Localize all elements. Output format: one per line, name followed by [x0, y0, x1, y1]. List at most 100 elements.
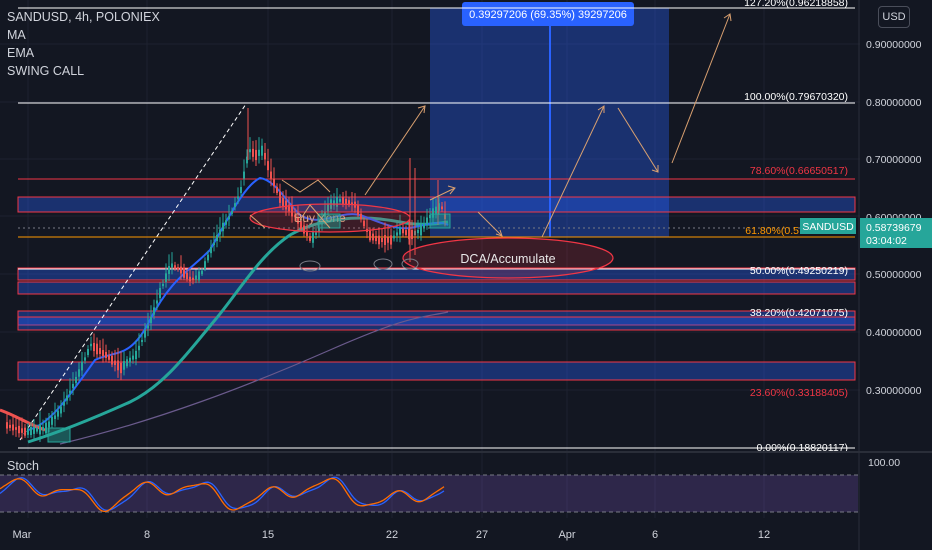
candle-body: [147, 325, 149, 329]
candle-body: [441, 206, 443, 210]
candle-body: [369, 230, 371, 241]
candle-body: [420, 224, 422, 236]
candle-body: [138, 345, 140, 351]
price-tick: 0.40000000: [866, 327, 922, 339]
candle-body: [156, 300, 158, 304]
candle-body: [405, 230, 407, 235]
candle-body: [300, 221, 302, 229]
candle-body: [408, 228, 410, 240]
symbol-title[interactable]: SANDUSD, 4h, POLONIEX: [7, 10, 160, 24]
candle-body: [438, 203, 440, 211]
candle-body: [105, 351, 107, 359]
candle-body: [111, 355, 113, 365]
candle-body: [237, 196, 239, 199]
candle-body: [21, 428, 23, 433]
time-tick: Apr: [558, 529, 575, 541]
candle-body: [384, 235, 386, 245]
time-tick: 27: [476, 529, 488, 541]
candle-body: [123, 361, 125, 370]
candle-body: [180, 266, 182, 274]
candle-body: [117, 360, 119, 371]
candle-body: [63, 402, 65, 406]
support-zones: [17, 196, 856, 381]
candle-body: [96, 343, 98, 355]
candle-body: [153, 307, 155, 315]
candle-body: [423, 222, 425, 229]
candle-body: [69, 390, 71, 394]
candle-body: [228, 216, 230, 220]
swing-call-boxes: [47, 213, 451, 443]
candle-body: [393, 235, 395, 239]
candle-body: [192, 277, 194, 281]
candle-body: [312, 232, 314, 243]
candle-body: [171, 263, 173, 268]
fib-label-127: 127.20%(0.96218858): [744, 0, 848, 9]
candle-body: [219, 229, 221, 235]
trend-line: [19, 103, 247, 441]
candle-body: [336, 196, 338, 207]
candle-body: [390, 235, 392, 245]
dca-ellipse[interactable]: [402, 237, 614, 279]
price-tick: 0.80000000: [866, 97, 922, 109]
candle-body: [240, 187, 242, 193]
candle-body: [45, 422, 47, 434]
candle-body: [309, 236, 311, 241]
candle-body: [303, 225, 305, 234]
indicator-ema[interactable]: EMA: [7, 46, 35, 60]
candle-body: [51, 416, 53, 425]
candle-body: [432, 208, 434, 218]
measure-label: 0.39297206 (69.35%) 39297206: [469, 9, 627, 21]
candle-body: [159, 287, 161, 299]
countdown: 03:04:02: [866, 235, 907, 247]
time-axis[interactable]: Mar 8 15 22 27 Apr 6 12: [13, 529, 771, 541]
fib-label-618: 61.80%(0.5: [745, 225, 799, 237]
fib-label-50: 50.00%(0.49250219): [750, 265, 848, 277]
candle-body: [204, 261, 206, 269]
candle-body: [387, 237, 389, 243]
ma-line: [27, 176, 449, 431]
candle-body: [132, 355, 134, 360]
candle-body: [24, 427, 26, 436]
fib-labels: 127.20%(0.96218858) 100.00%(0.79670320) …: [744, 0, 848, 454]
candle-body: [81, 361, 83, 371]
buy-zone-ellipse[interactable]: [249, 203, 411, 233]
candle-body: [18, 425, 20, 434]
candle-body: [195, 275, 197, 280]
ma-200-line: [59, 311, 449, 445]
candle-body: [315, 232, 317, 235]
candle-body: [186, 272, 188, 280]
candle-body: [357, 204, 359, 215]
indicator-swing-call[interactable]: SWING CALL: [7, 64, 85, 78]
candle-body: [324, 212, 326, 218]
candle-body: [372, 233, 374, 241]
candle-body: [435, 206, 437, 214]
fib-label-786: 78.60%(0.66650517): [750, 165, 848, 177]
candle-body: [165, 273, 167, 282]
candle-body: [261, 145, 263, 156]
candle-body: [270, 171, 272, 179]
candle-body: [99, 348, 101, 354]
candle-body: [6, 422, 8, 429]
candle-body: [444, 213, 446, 220]
candle-body: [339, 199, 341, 202]
time-tick: 6: [652, 529, 658, 541]
currency-button[interactable]: USD: [878, 6, 910, 28]
candle-body: [225, 220, 227, 225]
candle-body: [135, 350, 137, 360]
candle-body: [72, 383, 74, 389]
indicator-ma[interactable]: MA: [7, 28, 26, 42]
candle-body: [174, 265, 176, 269]
stoch-band: [0, 475, 858, 512]
candle-body: [291, 206, 293, 217]
candle-body: [207, 254, 209, 261]
candle-body: [9, 424, 11, 428]
candle-body: [66, 395, 68, 401]
price-tick: 0.30000000: [866, 385, 922, 397]
candle-body: [399, 227, 401, 235]
candle-body: [36, 428, 38, 432]
candle-body: [129, 357, 131, 363]
candle-body: [15, 427, 17, 430]
candle-body: [150, 316, 152, 324]
candle-body: [141, 339, 143, 343]
